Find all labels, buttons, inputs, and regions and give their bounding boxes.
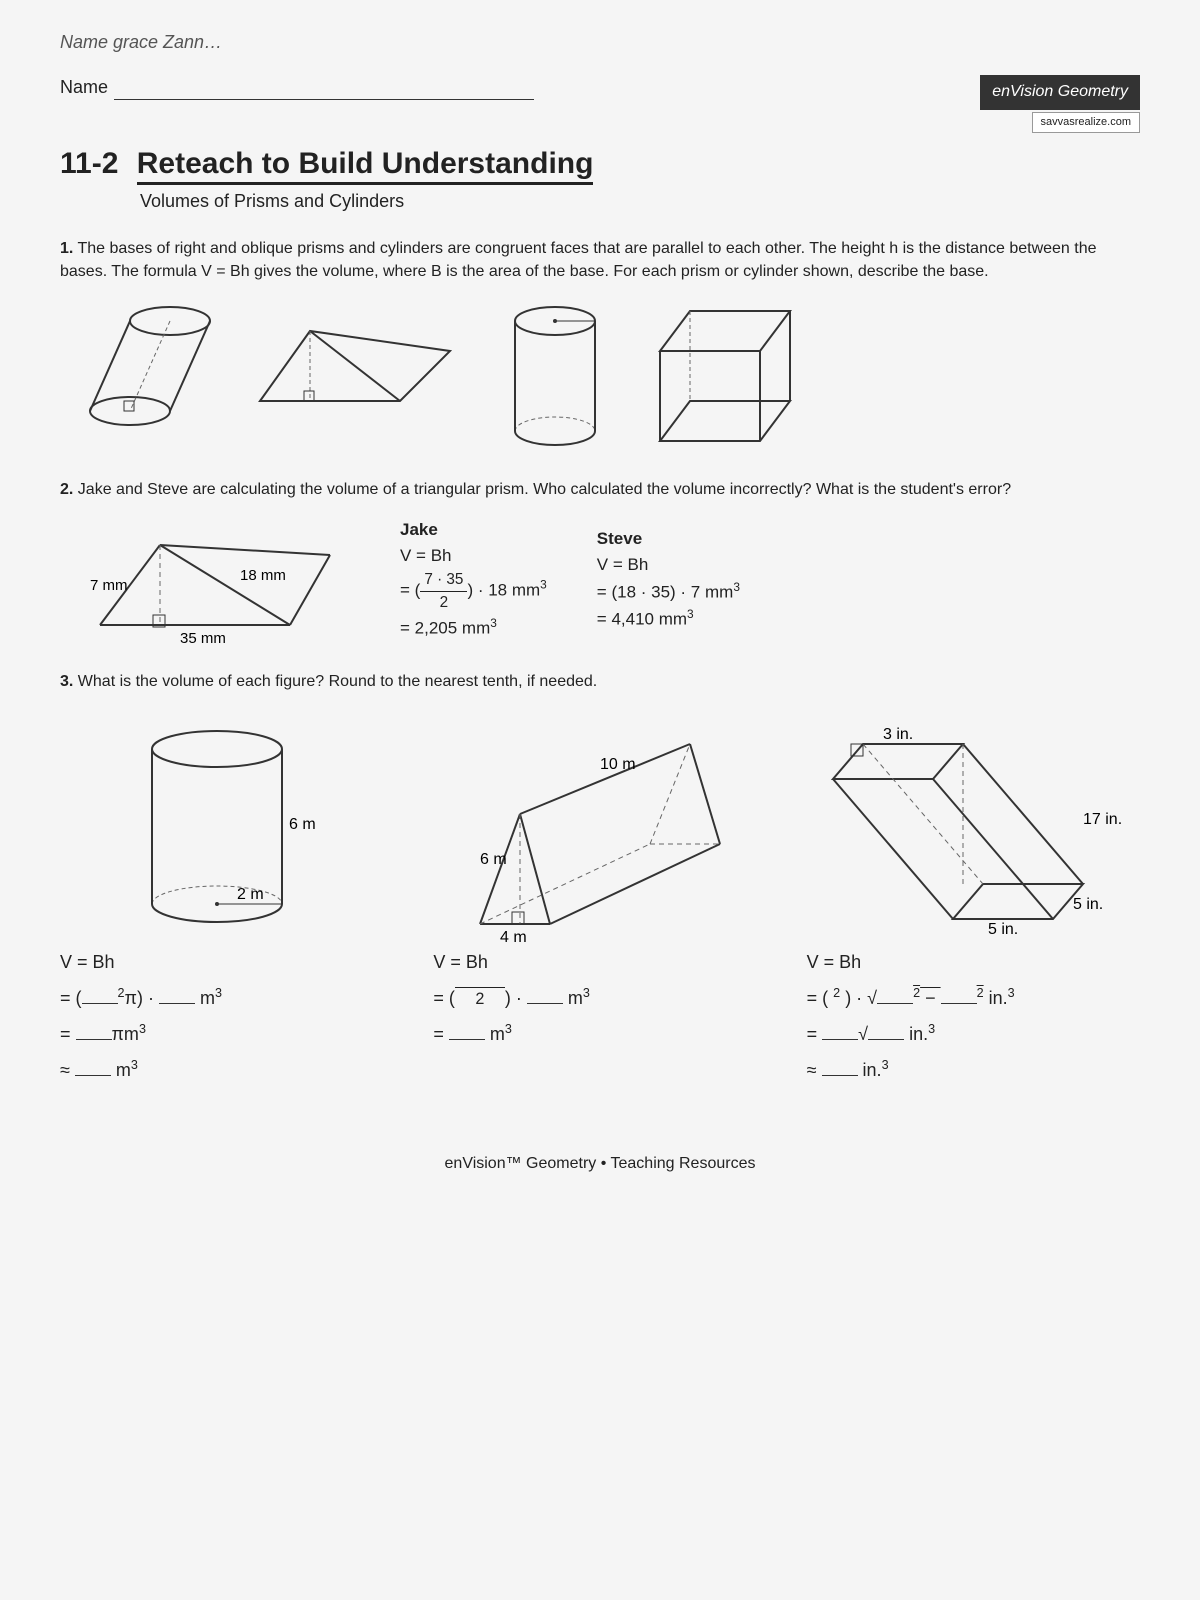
fig-b-prism: 10 m 6 m 4 m: [460, 724, 740, 934]
formA-l3: = πm3: [60, 1021, 393, 1047]
brand-site: savvasrealize.com: [1032, 112, 1140, 133]
formB: V = Bh = ( 2) · m3 = m3: [433, 950, 766, 1048]
fig-a-cylinder: 6 m 2 m: [127, 724, 327, 934]
q3-num: 3.: [60, 673, 73, 690]
steve-l2: = (18 · 35) · 7 mm3: [597, 579, 740, 604]
figB-b: 4 m: [500, 929, 527, 946]
jake-l2: = (7 · 352) · 18 mm3: [400, 569, 547, 613]
shape-oblique-cube: [640, 301, 810, 451]
figB-h: 6 m: [480, 851, 507, 868]
q2-row: 7 mm 18 mm 35 mm Jake V = Bh = (7 · 352)…: [90, 515, 1140, 645]
question-1: 1. The bases of right and oblique prisms…: [60, 238, 1140, 451]
figC-b2: 5 in.: [988, 921, 1018, 938]
q2-dim-b: 35 mm: [180, 630, 226, 647]
formA-l1: V = Bh: [60, 950, 393, 975]
jake-name: Jake: [400, 518, 547, 542]
steve-calc: Steve V = Bh = (18 · 35) · 7 mm3 = 4,410…: [597, 527, 740, 634]
fig-c: 3 in. 17 in. 5 in. 5 in. V = Bh = ( 2 ) …: [807, 714, 1140, 1094]
q2-num: 2.: [60, 481, 73, 498]
q2-dim-l: 18 mm: [240, 567, 286, 584]
formC-l2: = ( 2 ) · √ 2 − 2 in.3: [807, 985, 1140, 1011]
lesson-title-text: Reteach to Build Understanding: [137, 147, 594, 185]
formB-l3: = m3: [433, 1021, 766, 1047]
question-3: 3. What is the volume of each figure? Ro…: [60, 671, 1140, 1093]
shape-triangular-prism: [250, 301, 470, 411]
figA-r: 2 m: [237, 886, 264, 903]
q2-prism-figure: 7 mm 18 mm 35 mm: [90, 515, 350, 645]
name-blank[interactable]: [114, 82, 534, 100]
q3-figures: 6 m 2 m V = Bh = ( 2π) · m3 = πm3 ≈ m3: [60, 714, 1140, 1094]
figA-h: 6 m: [289, 816, 316, 833]
q2-text: Jake and Steve are calculating the volum…: [78, 481, 1011, 498]
formA-l4: ≈ m3: [60, 1057, 393, 1083]
formC: V = Bh = ( 2 ) · √ 2 − 2 in.3 = √ in.3 ≈…: [807, 950, 1140, 1084]
jake-l3: = 2,205 mm3: [400, 615, 547, 640]
shape-cylinder: [500, 301, 610, 451]
figC-h: 3 in.: [883, 726, 913, 743]
q1-num: 1.: [60, 240, 73, 257]
name-label: Name: [60, 77, 108, 97]
steve-name: Steve: [597, 527, 740, 551]
figC-side: 17 in.: [1083, 811, 1122, 828]
formB-l2: = ( 2) · m3: [433, 985, 766, 1011]
lesson-subtitle: Volumes of Prisms and Cylinders: [140, 189, 1140, 214]
q1-text: The bases of right and oblique prisms an…: [60, 240, 1097, 279]
fig-b: 10 m 6 m 4 m V = Bh = ( 2) · m3 = m3: [433, 714, 766, 1094]
fig-c-prism: 3 in. 17 in. 5 in. 5 in.: [823, 724, 1123, 934]
question-2: 2. Jake and Steve are calculating the vo…: [60, 479, 1140, 645]
formA-l2: = ( 2π) · m3: [60, 985, 393, 1011]
shape-oblique-cylinder: [80, 301, 220, 431]
q2-dim-h: 7 mm: [90, 577, 128, 594]
jake-l1: V = Bh: [400, 544, 547, 568]
figB-l: 10 m: [600, 756, 636, 773]
q3-text: What is the volume of each figure? Round…: [78, 673, 597, 690]
q1-shapes: [80, 301, 1140, 451]
lesson-number: 11-2: [60, 147, 118, 180]
formC-l3: = √ in.3: [807, 1021, 1140, 1047]
formA: V = Bh = ( 2π) · m3 = πm3 ≈ m3: [60, 950, 393, 1084]
header-row: Name enVision Geometry savvasrealize.com: [60, 75, 1140, 133]
formC-l1: V = Bh: [807, 950, 1140, 975]
lesson-title: 11-2 Reteach to Build Understanding: [60, 143, 1140, 185]
name-field: Name: [60, 75, 534, 100]
steve-l1: V = Bh: [597, 553, 740, 577]
formB-l1: V = Bh: [433, 950, 766, 975]
handwritten-top: Name grace Zann…: [60, 30, 1140, 55]
figC-b1: 5 in.: [1073, 896, 1103, 913]
steve-l3: = 4,410 mm3: [597, 606, 740, 631]
formC-l4: ≈ in.3: [807, 1057, 1140, 1083]
brand-logo: enVision Geometry: [980, 75, 1140, 109]
page-footer: enVision™ Geometry • Teaching Resources: [60, 1153, 1140, 1175]
jake-calc: Jake V = Bh = (7 · 352) · 18 mm3 = 2,205…: [400, 518, 547, 643]
brand-box: enVision Geometry savvasrealize.com: [980, 75, 1140, 133]
fig-a: 6 m 2 m V = Bh = ( 2π) · m3 = πm3 ≈ m3: [60, 714, 393, 1094]
